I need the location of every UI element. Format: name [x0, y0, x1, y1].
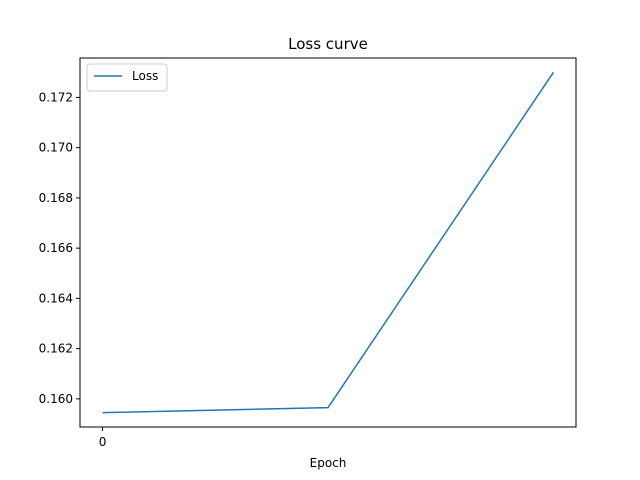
x-tick-label: 0: [99, 435, 107, 449]
x-axis-label: Epoch: [310, 456, 347, 470]
legend: Loss: [86, 63, 168, 92]
legend-label-loss: Loss: [132, 69, 158, 83]
axes-frame: [79, 57, 577, 428]
y-tick-label: 0.170: [39, 141, 73, 155]
y-tick-label: 0.164: [39, 291, 73, 305]
y-tick-label: 0.160: [39, 392, 73, 406]
chart-title: Loss curve: [288, 35, 368, 53]
series-layer: [102, 71, 555, 414]
y-tick-label: 0.168: [39, 191, 73, 205]
y-axis-ticks: 0.160 0.162 0.164 0.166 0.168 0.170 0.172: [39, 90, 80, 406]
y-tick-label: 0.166: [39, 241, 73, 255]
legend-box: [86, 63, 168, 92]
y-tick-label: 0.162: [39, 342, 73, 356]
plot-area: 0.160 0.162 0.164 0.166 0.168 0.170 0.172 0: [39, 57, 577, 449]
series-line-loss: [102, 71, 555, 414]
y-tick-label: 0.172: [39, 90, 73, 104]
x-axis-ticks: 0: [99, 427, 107, 449]
